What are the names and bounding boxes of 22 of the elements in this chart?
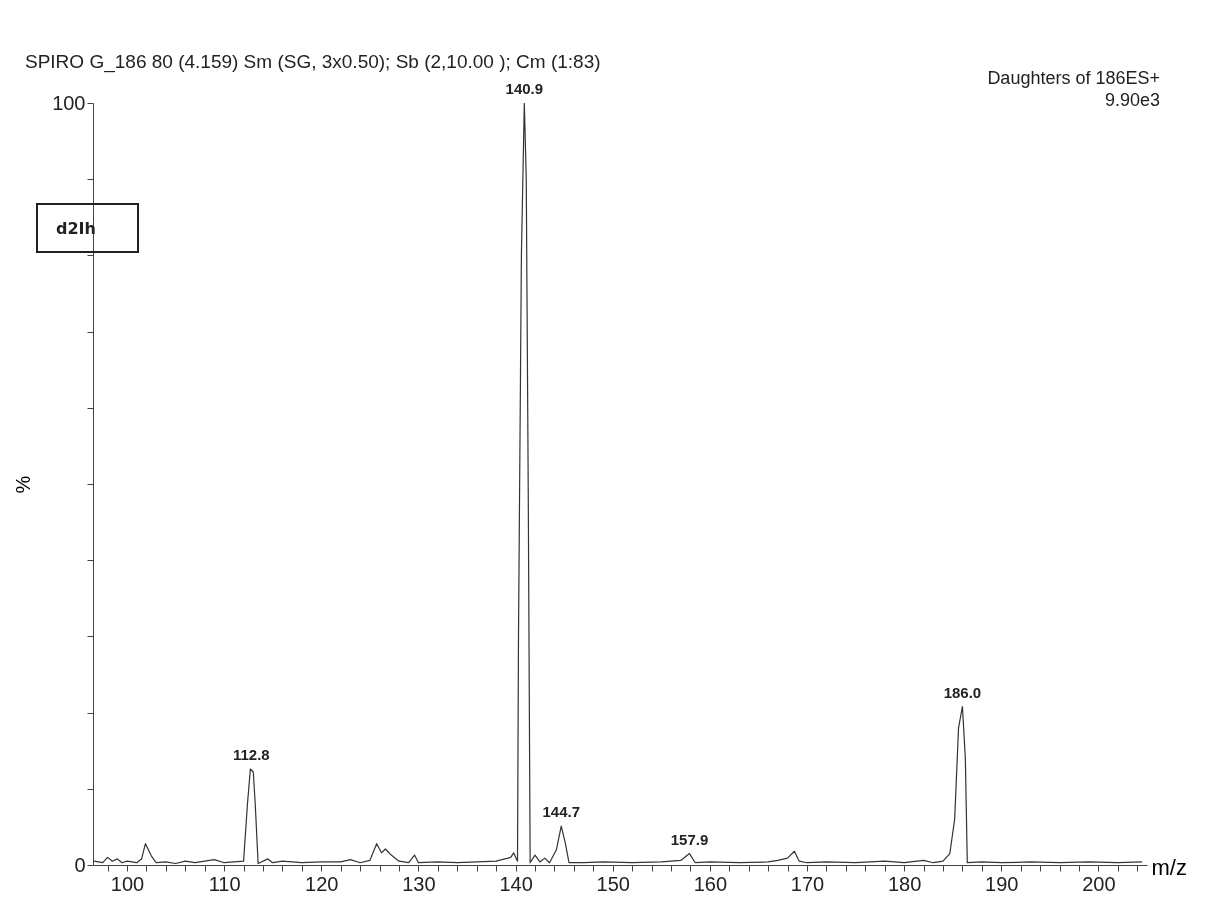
y-axis-title: % [12,475,35,494]
x-tick-label: 180 [887,872,922,895]
annotation: 9.90e3 [1104,90,1160,111]
x-tick-label: 150 [596,872,630,895]
x-tick-label: 120 [305,872,339,895]
x-tick-label: 130 [402,872,436,895]
x-tick-label: 110 [208,872,241,895]
x-tick-label: 170 [790,872,825,895]
x-tick-label: 160 [693,872,728,895]
x-tick-label: 140 [499,872,533,895]
chart-title: SPIRO G_186 80 (4.159) Sm (SG, 3x0.50); Sb (2,10.00 ); Cm (1:83) [25,51,601,73]
x-tick-label: 100 [110,872,145,895]
annotation: 140.9 [505,80,544,97]
annotation: 144.7 [542,803,580,821]
annotation: 112.8 [232,745,270,763]
y-tick-label: 0 [74,853,86,876]
x-axis-title: m/z [1151,854,1187,880]
x-tick-label: 200 [1082,872,1116,895]
annotation: 186.0 [943,683,982,701]
x-tick-label: 190 [985,872,1019,895]
text: Daughters of 186ES+ [987,68,1160,89]
annotation: 157.9 [670,830,709,848]
